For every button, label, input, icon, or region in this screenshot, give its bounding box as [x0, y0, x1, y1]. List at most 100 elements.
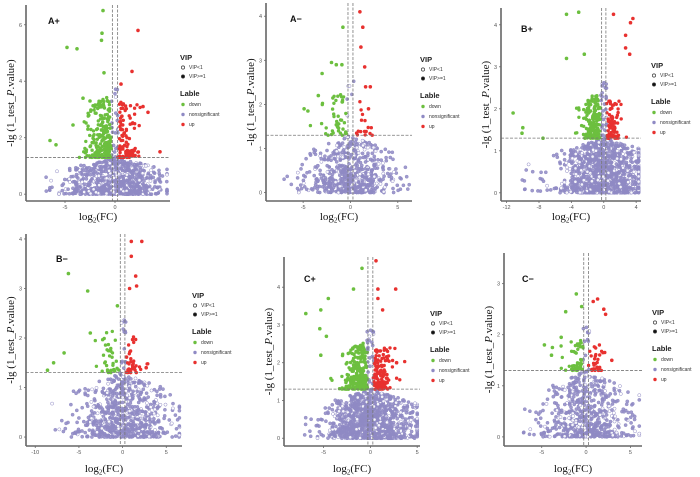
- point-up: [610, 114, 614, 119]
- point-down: [597, 123, 602, 127]
- point-down: [101, 120, 105, 124]
- point-down: [324, 126, 328, 130]
- point-down: [581, 132, 586, 137]
- point-nonsignificant: [381, 161, 385, 166]
- point-nonsignificant: [295, 176, 300, 180]
- point-nonsignificant: [70, 412, 75, 417]
- point-nonsignificant: [586, 142, 591, 146]
- point-nonsignificant: [152, 165, 156, 169]
- point-nonsignificant: [622, 143, 627, 148]
- point-nonsignificant: [569, 160, 574, 164]
- point-down: [337, 122, 341, 126]
- point-nonsignificant: [363, 155, 368, 159]
- point-nonsignificant: [581, 142, 585, 147]
- point-down-outlier: [306, 109, 310, 113]
- point-nonsignificant: [606, 186, 610, 191]
- point-up: [606, 119, 611, 124]
- point-nonsignificant: [617, 165, 622, 170]
- point-nonsignificant: [571, 169, 575, 174]
- point-nonsignificant: [358, 160, 363, 165]
- point-nonsignificant: [86, 415, 91, 420]
- point-nonsignificant: [76, 389, 81, 394]
- point-nonsignificant: [91, 187, 96, 192]
- legend-label-title: Lable: [651, 97, 671, 106]
- point-down: [110, 329, 115, 334]
- legend-vip-entry: VIP>=1: [189, 74, 206, 80]
- point-down: [88, 144, 93, 148]
- point-nonsignificant: [165, 167, 169, 172]
- point-up: [354, 131, 359, 135]
- point-nonsignificant: [113, 87, 118, 92]
- point-nonsignificant: [97, 435, 102, 439]
- point-nonsignificant: [316, 190, 320, 195]
- point-nonsignificant: [311, 147, 316, 152]
- point-down-outlier: [99, 38, 104, 43]
- x-tick-label: -5: [301, 205, 306, 211]
- point-nonsignificant: [303, 415, 308, 420]
- point-down: [586, 99, 591, 104]
- point-nonsignificant: [621, 188, 626, 192]
- point-nonsignificant: [125, 172, 129, 177]
- point-nonsignificant: [538, 189, 543, 193]
- point-down: [100, 139, 104, 143]
- point-nonsignificant: [405, 187, 410, 191]
- point-nonsignificant: [140, 186, 145, 190]
- point-nonsignificant: [368, 157, 373, 162]
- point-up: [120, 133, 124, 138]
- point-nonsignificant: [105, 427, 110, 432]
- point-nonsignificant: [137, 426, 141, 431]
- point-up: [117, 137, 122, 141]
- point-nonsignificant: [85, 434, 89, 439]
- point-nonsignificant: [157, 168, 161, 173]
- point-up-outlier: [141, 104, 145, 109]
- point-nonsignificant: [391, 190, 396, 195]
- point-up: [132, 153, 136, 157]
- point-nonsignificant: [609, 160, 614, 165]
- point-nonsignificant: [597, 140, 601, 145]
- legend-label-entry: nonsignificant: [429, 114, 460, 120]
- point-down-outlier: [102, 71, 106, 75]
- point-up: [136, 150, 141, 154]
- point-nonsignificant: [148, 423, 152, 428]
- point-nonsignificant: [333, 180, 338, 184]
- point-nonsignificant: [155, 185, 160, 190]
- point-nonsignificant: [111, 424, 115, 428]
- point-nonsignificant: [69, 402, 73, 407]
- point-nonsignificant: [404, 174, 409, 179]
- point-nonsignificant: [601, 166, 606, 171]
- y-tick-label: 4: [19, 237, 22, 243]
- point-nonsignificant: [636, 186, 641, 191]
- point-nonsignificant: [562, 152, 567, 156]
- point-nonsignificant: [93, 163, 98, 168]
- point-nonsignificant: [53, 427, 58, 432]
- point-nonsignificant: [144, 191, 148, 196]
- point-down: [103, 136, 108, 140]
- point-nonsignificant: [342, 164, 347, 168]
- point-nonsignificant: [596, 161, 601, 166]
- point-nonsignificant: [121, 374, 125, 379]
- point-down: [590, 96, 594, 101]
- point-up: [613, 101, 617, 106]
- point-down: [319, 121, 324, 126]
- point-nonsignificant: [133, 376, 138, 381]
- x-tick-label: 0: [121, 450, 124, 456]
- point-nonsignificant: [601, 171, 606, 176]
- point-nonsignificant: [318, 172, 323, 177]
- legend-label-title: Lable: [180, 89, 200, 98]
- legend-label-entry: up: [660, 130, 666, 136]
- point-up: [128, 350, 132, 354]
- point-down-outlier: [582, 52, 587, 56]
- legend-label-entry: down: [429, 104, 441, 110]
- point-nonsignificant: [387, 166, 391, 171]
- point-nonsignificant: [148, 420, 153, 424]
- point-nonsignificant: [388, 155, 393, 160]
- point-nonsignificant: [618, 142, 623, 146]
- point-nonsignificant: [133, 384, 138, 389]
- point-nonsignificant: [583, 190, 587, 195]
- point-down-outlier: [316, 93, 321, 98]
- point-nonsignificant: [44, 189, 49, 193]
- point-up: [359, 129, 363, 134]
- point-up: [118, 120, 123, 124]
- point-nonsignificant: [173, 434, 178, 438]
- point-nonsignificant: [523, 187, 527, 191]
